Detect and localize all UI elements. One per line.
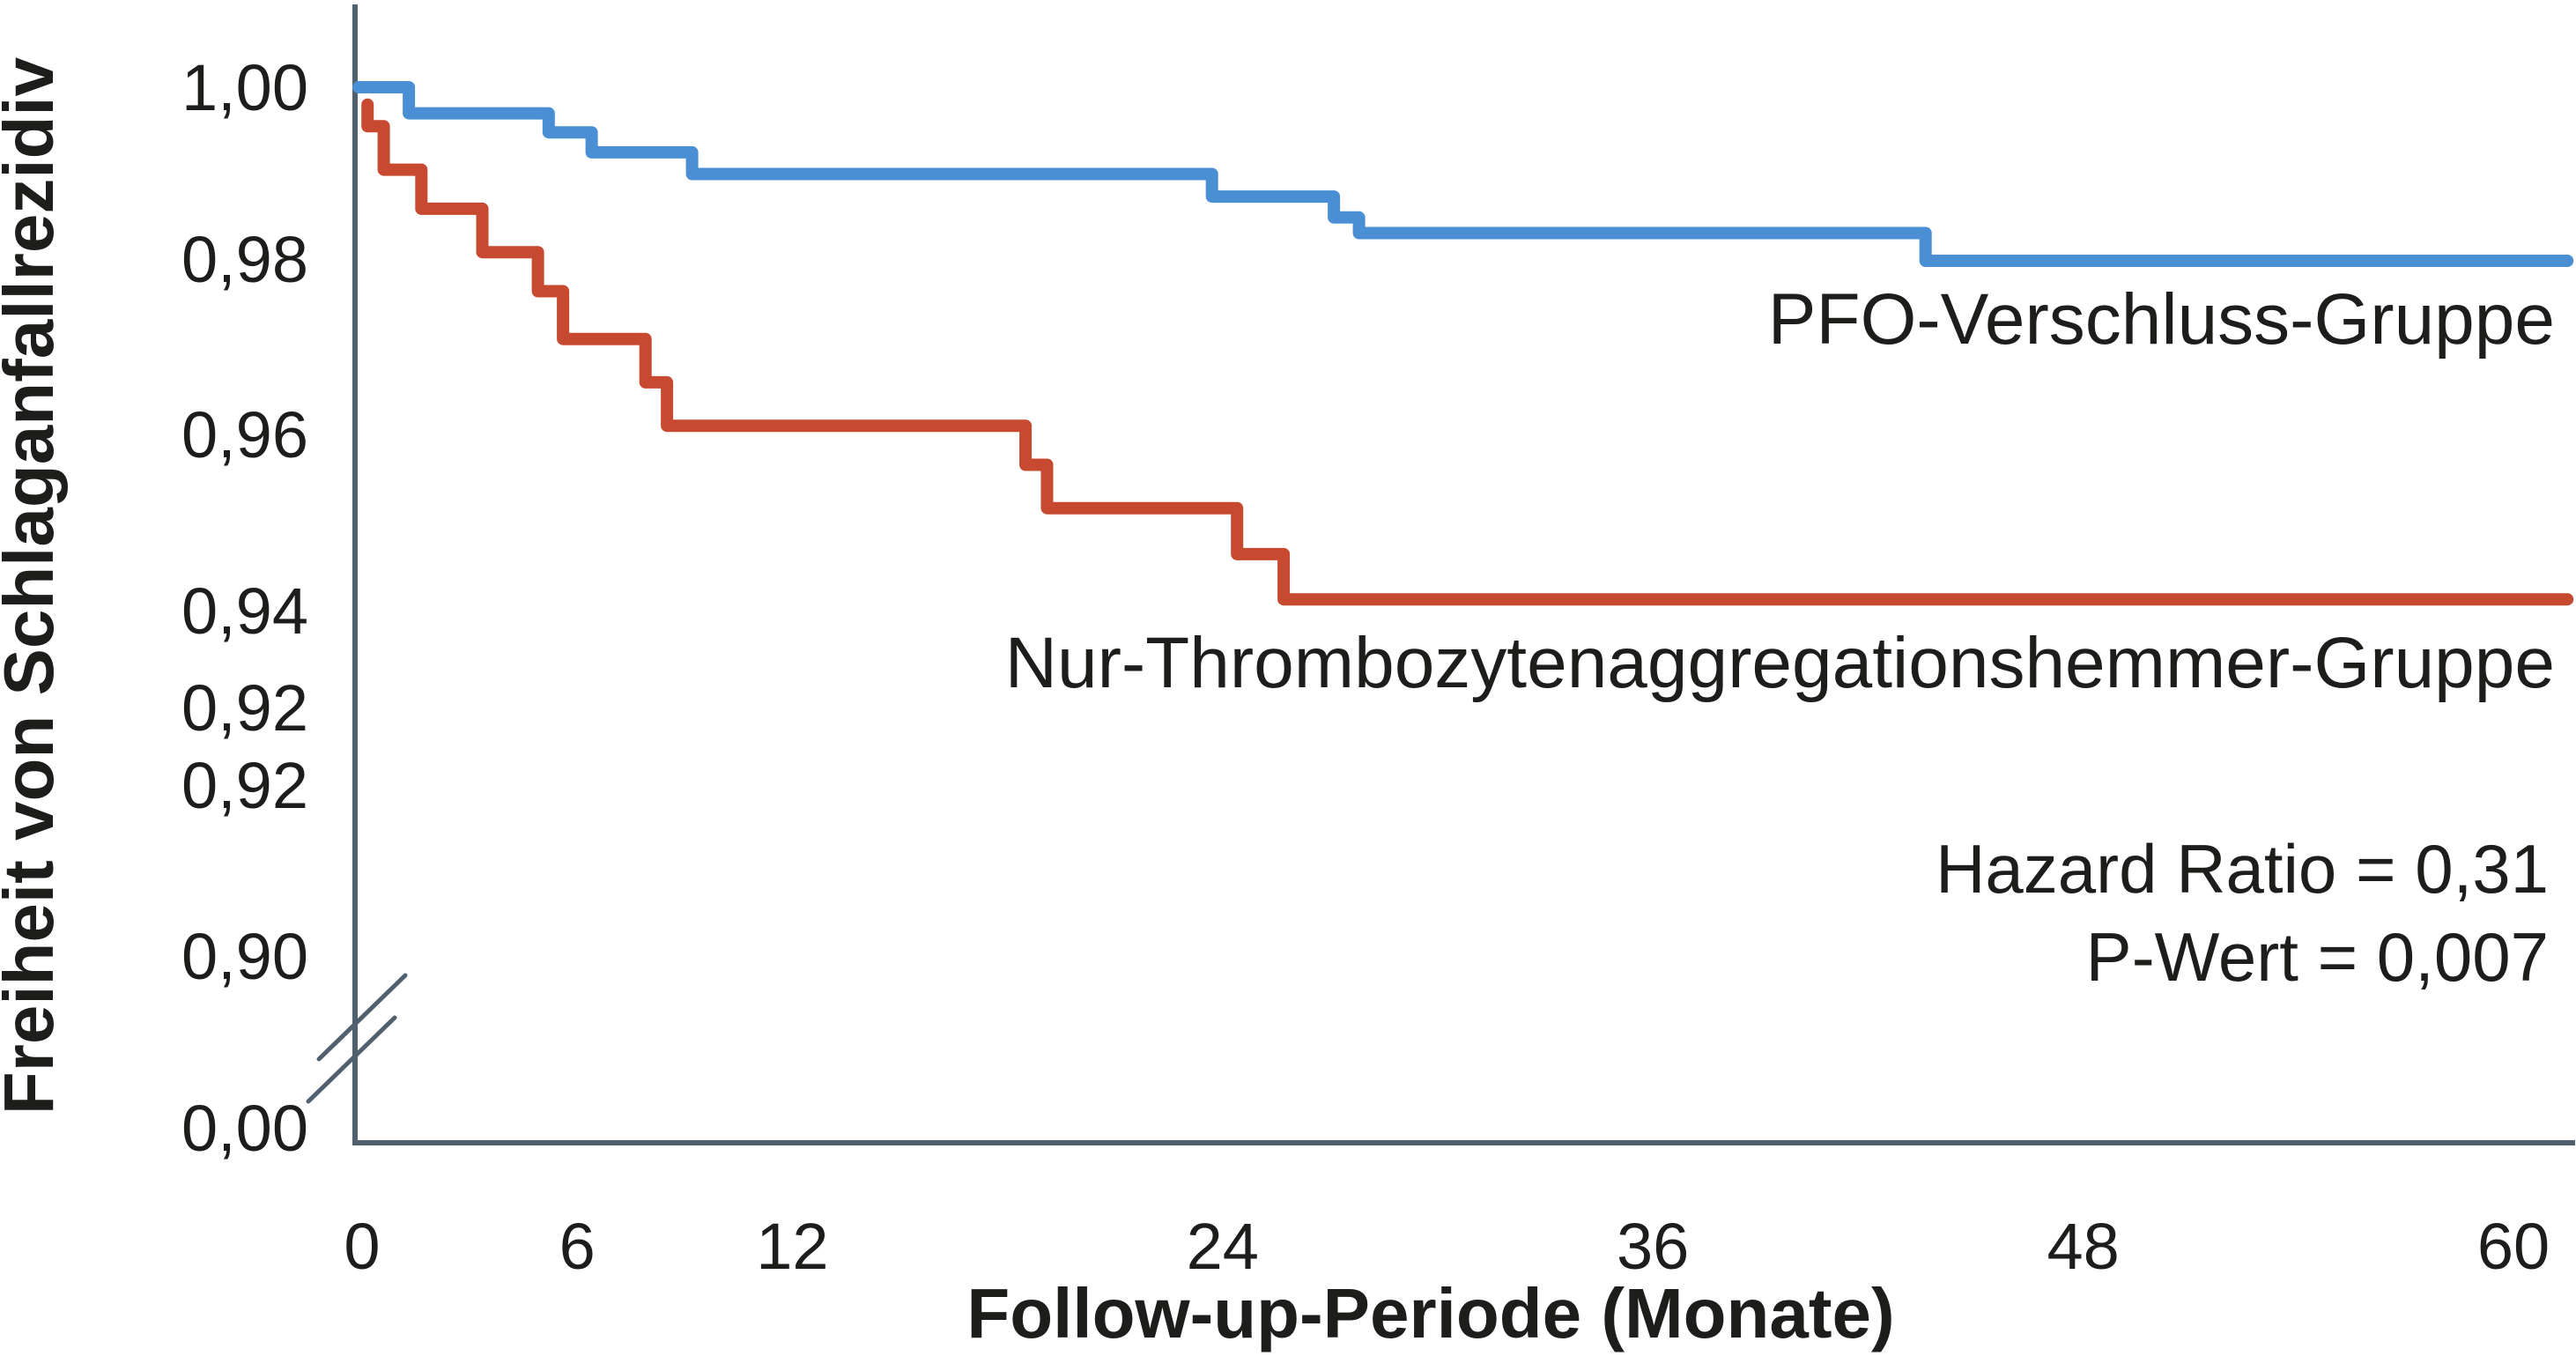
y-axis-title: Freiheit von Schlaganfallrezidiv bbox=[0, 56, 68, 1115]
axis-break-slash-upper bbox=[316, 973, 408, 1062]
pfo-curve-label: PFO-Verschluss-Gruppe bbox=[1768, 279, 2555, 359]
y-tick-label: 0,00 bbox=[181, 1092, 308, 1165]
x-axis-ticks: 0 6 12 24 36 48 60 bbox=[344, 1210, 2550, 1283]
p-value-annotation: P-Wert = 0,007 bbox=[2086, 918, 2549, 996]
y-tick-label: 0,94 bbox=[181, 574, 308, 648]
axis-break-slash-lower bbox=[306, 1015, 397, 1104]
y-tick-label: 0,92 bbox=[181, 749, 308, 822]
x-axis-title: Follow-up-Periode (Monate) bbox=[966, 1274, 1894, 1352]
antiplatelet-curve-label: Nur-Thrombozytenaggregationshemmer-Grupp… bbox=[1005, 623, 2555, 703]
y-axis-ticks: 1,00 0,98 0,96 0,94 0,920,92 0,90 0,00 bbox=[181, 51, 308, 1165]
y-tick-label: 0,92 bbox=[181, 671, 308, 745]
hazard-ratio-annotation: Hazard Ratio = 0,31 bbox=[1936, 830, 2549, 908]
x-tick-label: 6 bbox=[559, 1210, 596, 1283]
x-tick-label: 12 bbox=[756, 1210, 828, 1283]
antiplatelet-only-curve bbox=[361, 98, 2574, 606]
x-tick-label: 36 bbox=[1617, 1210, 1689, 1283]
y-tick-label: 1,00 bbox=[181, 51, 308, 124]
y-tick-label: 0,96 bbox=[181, 398, 308, 471]
y-tick-label: 0,90 bbox=[181, 920, 308, 993]
x-tick-label: 48 bbox=[2047, 1210, 2119, 1283]
x-tick-label: 0 bbox=[344, 1210, 380, 1283]
x-tick-label: 24 bbox=[1187, 1210, 1259, 1283]
x-tick-label: 60 bbox=[2477, 1210, 2550, 1283]
y-tick-label: 0,98 bbox=[181, 223, 308, 296]
pfo-closure-curve bbox=[352, 81, 2574, 267]
